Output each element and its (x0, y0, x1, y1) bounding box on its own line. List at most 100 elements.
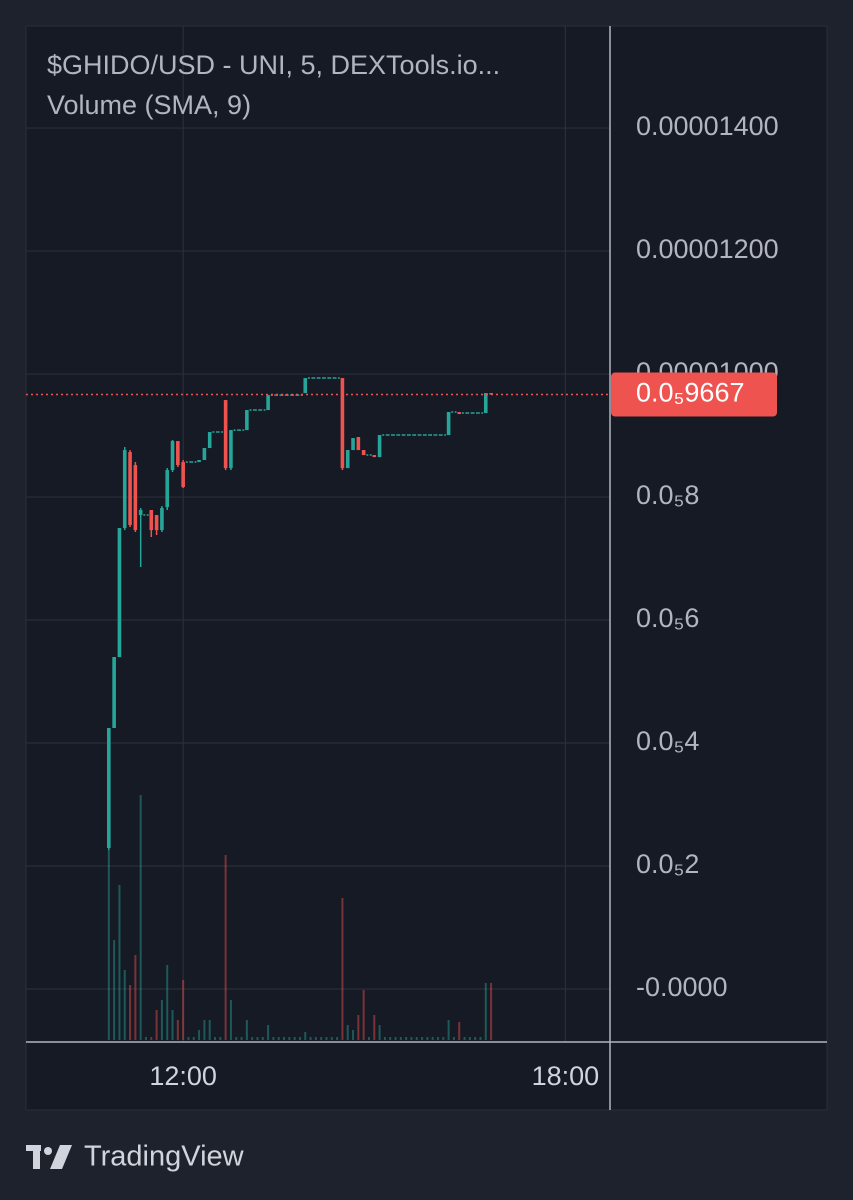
candle-body (181, 462, 185, 488)
candle-body (303, 378, 308, 394)
volume-bar (479, 1037, 482, 1040)
plot-area (26, 377, 610, 1040)
volume-bar (474, 1037, 477, 1040)
volume-bar (155, 1010, 158, 1040)
y-tick-label: 0.00001200 (636, 234, 779, 264)
y-tick-label: 0.0₅6 (636, 603, 699, 633)
candle-body (483, 393, 488, 414)
volume-bar (182, 980, 185, 1040)
volume-bar (426, 1037, 429, 1040)
candle-body (202, 448, 207, 461)
volume-bar (224, 855, 227, 1040)
volume-bar (378, 1025, 381, 1040)
volume-bar (320, 1037, 323, 1040)
volume-bar (415, 1037, 418, 1040)
candle-body (160, 508, 164, 531)
candle-body (457, 412, 462, 415)
chart-panel (25, 25, 828, 1111)
volume-bar (150, 1037, 153, 1040)
candle-body (107, 728, 111, 848)
grid (26, 26, 610, 1042)
volume-bar (463, 1037, 466, 1040)
volume-bar (352, 1030, 355, 1040)
candle-body (138, 510, 143, 516)
volume-bar (394, 1037, 397, 1040)
volume-bar (107, 850, 110, 1040)
volume-bar (256, 1037, 259, 1040)
volume-bar (309, 1037, 312, 1040)
volume-bar (373, 1015, 376, 1040)
y-tick-label: 0.0₅2 (636, 849, 699, 879)
volume-bar (484, 983, 487, 1040)
y-tick-label: -0.0000 (636, 972, 728, 1002)
volume-bar (129, 985, 132, 1040)
volume-bar (383, 1037, 386, 1040)
volume-bar (314, 1037, 317, 1040)
volume-bar (187, 1037, 190, 1040)
candle-body (361, 450, 366, 456)
volume-bar (431, 1037, 434, 1040)
volume-bar (293, 1037, 296, 1040)
candle-body (340, 378, 345, 469)
candle-body (197, 460, 201, 463)
volume-bar (245, 1020, 248, 1040)
candle-body (266, 395, 270, 411)
candle-body (170, 441, 175, 471)
candle-body (356, 437, 361, 451)
volume-bar (277, 1037, 280, 1040)
brand-logo (26, 1145, 72, 1169)
x-tick-label: 12:00 (149, 1061, 217, 1091)
volume-bar (436, 1037, 439, 1040)
volume-bar (113, 940, 116, 1040)
candle-body (372, 455, 377, 458)
volume-bar (304, 1032, 307, 1040)
volume-bar (219, 1037, 222, 1040)
volume-bar (144, 1037, 147, 1040)
candle-body (245, 410, 249, 431)
volume-bar (362, 990, 365, 1040)
volume-bar (123, 970, 126, 1040)
candle-body (229, 430, 233, 469)
candle-body (345, 450, 350, 469)
volume-bar (261, 1037, 264, 1040)
volume-bar (176, 1020, 179, 1040)
candle-body (377, 435, 382, 458)
volume-bar (346, 1025, 349, 1040)
candle-body (351, 438, 355, 451)
volume-bar (171, 1010, 174, 1040)
volume-bar (283, 1037, 286, 1040)
volume-bar (139, 795, 142, 1040)
volume-bar (160, 1000, 163, 1040)
volume-bar (208, 1020, 211, 1040)
y-tick-label: 0.0₅8 (636, 480, 699, 510)
candle-body (122, 450, 127, 529)
volume-bar (458, 1022, 461, 1040)
candle-body (176, 441, 180, 466)
volume-bar (330, 1037, 333, 1040)
volume-bar (229, 1000, 232, 1040)
volume-bar (134, 955, 137, 1040)
volume-bar (410, 1037, 413, 1040)
axes: -0.00000.0₅20.0₅40.0₅60.0₅80.000010000.0… (149, 111, 778, 1091)
volume-bar (298, 1037, 301, 1040)
brand-name[interactable]: TradingView (84, 1141, 245, 1173)
volume-bar (399, 1037, 402, 1040)
volume-bar (336, 1037, 339, 1040)
candle-body (117, 528, 122, 658)
candle-body (128, 452, 132, 526)
volume-bar (389, 1037, 392, 1040)
volume-bar (203, 1020, 206, 1040)
candle-body (223, 400, 228, 469)
candle-body (133, 465, 138, 531)
volume-bar (442, 1037, 445, 1040)
volume-bar (367, 1037, 370, 1040)
volume-bar (468, 1037, 471, 1040)
volume-bar (447, 1020, 450, 1040)
volume-bar (267, 1025, 270, 1040)
volume-bar (166, 965, 169, 1040)
last-price-badge (611, 372, 777, 417)
volume-bar (214, 1037, 217, 1040)
candle-body (446, 412, 451, 436)
volume-bar (405, 1037, 408, 1040)
